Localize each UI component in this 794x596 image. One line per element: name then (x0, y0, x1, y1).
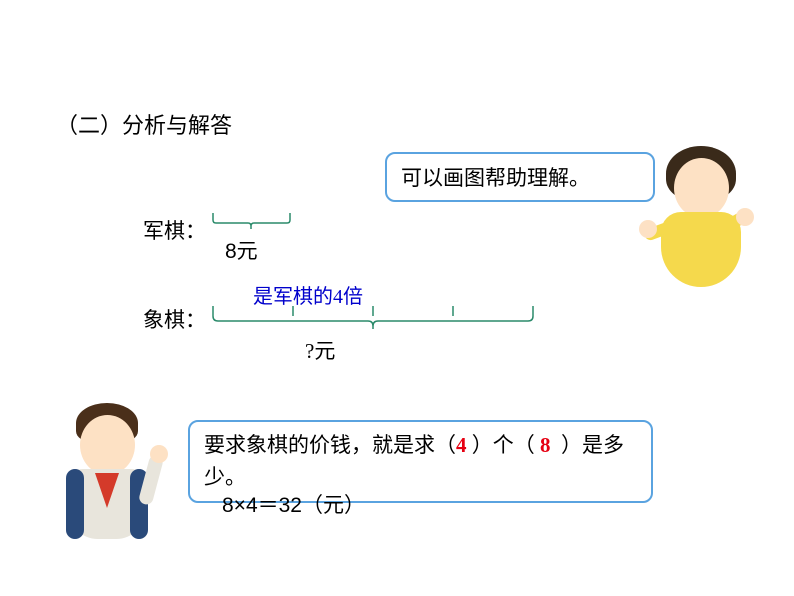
calc-lhs: 8×4＝32 (222, 494, 302, 517)
xiangqi-label: 象棋： (143, 304, 206, 334)
boy-vest-left (66, 469, 84, 539)
junqi-price: 8元 (225, 235, 258, 265)
junqi-bracket (210, 210, 296, 232)
girl-hand-left (639, 220, 657, 238)
q-mid: ）个（ (472, 433, 535, 457)
xiangqi-bracket (210, 303, 536, 333)
girl-head (674, 158, 729, 218)
boy-scarf (95, 473, 119, 508)
girl-hand-right (736, 208, 754, 226)
calc-rhs: （元） (302, 493, 365, 517)
speech-bubble-hint: 可以画图帮助理解。 (385, 152, 655, 202)
q-prefix: 要求象棋的价钱，就是求（ (204, 433, 456, 457)
girl-illustration (636, 140, 766, 310)
section-title: （二）分析与解答 (56, 108, 232, 140)
boy-illustration (18, 395, 178, 590)
q-blank1: 4 (456, 433, 467, 457)
calculation: 8×4＝32（元） (222, 489, 365, 519)
boy-head (80, 415, 135, 475)
q-blank2: 8 (540, 433, 551, 457)
junqi-label: 军棋： (143, 215, 206, 245)
xiangqi-price-unknown: ?元 (305, 335, 335, 365)
boy-hand (150, 445, 168, 463)
